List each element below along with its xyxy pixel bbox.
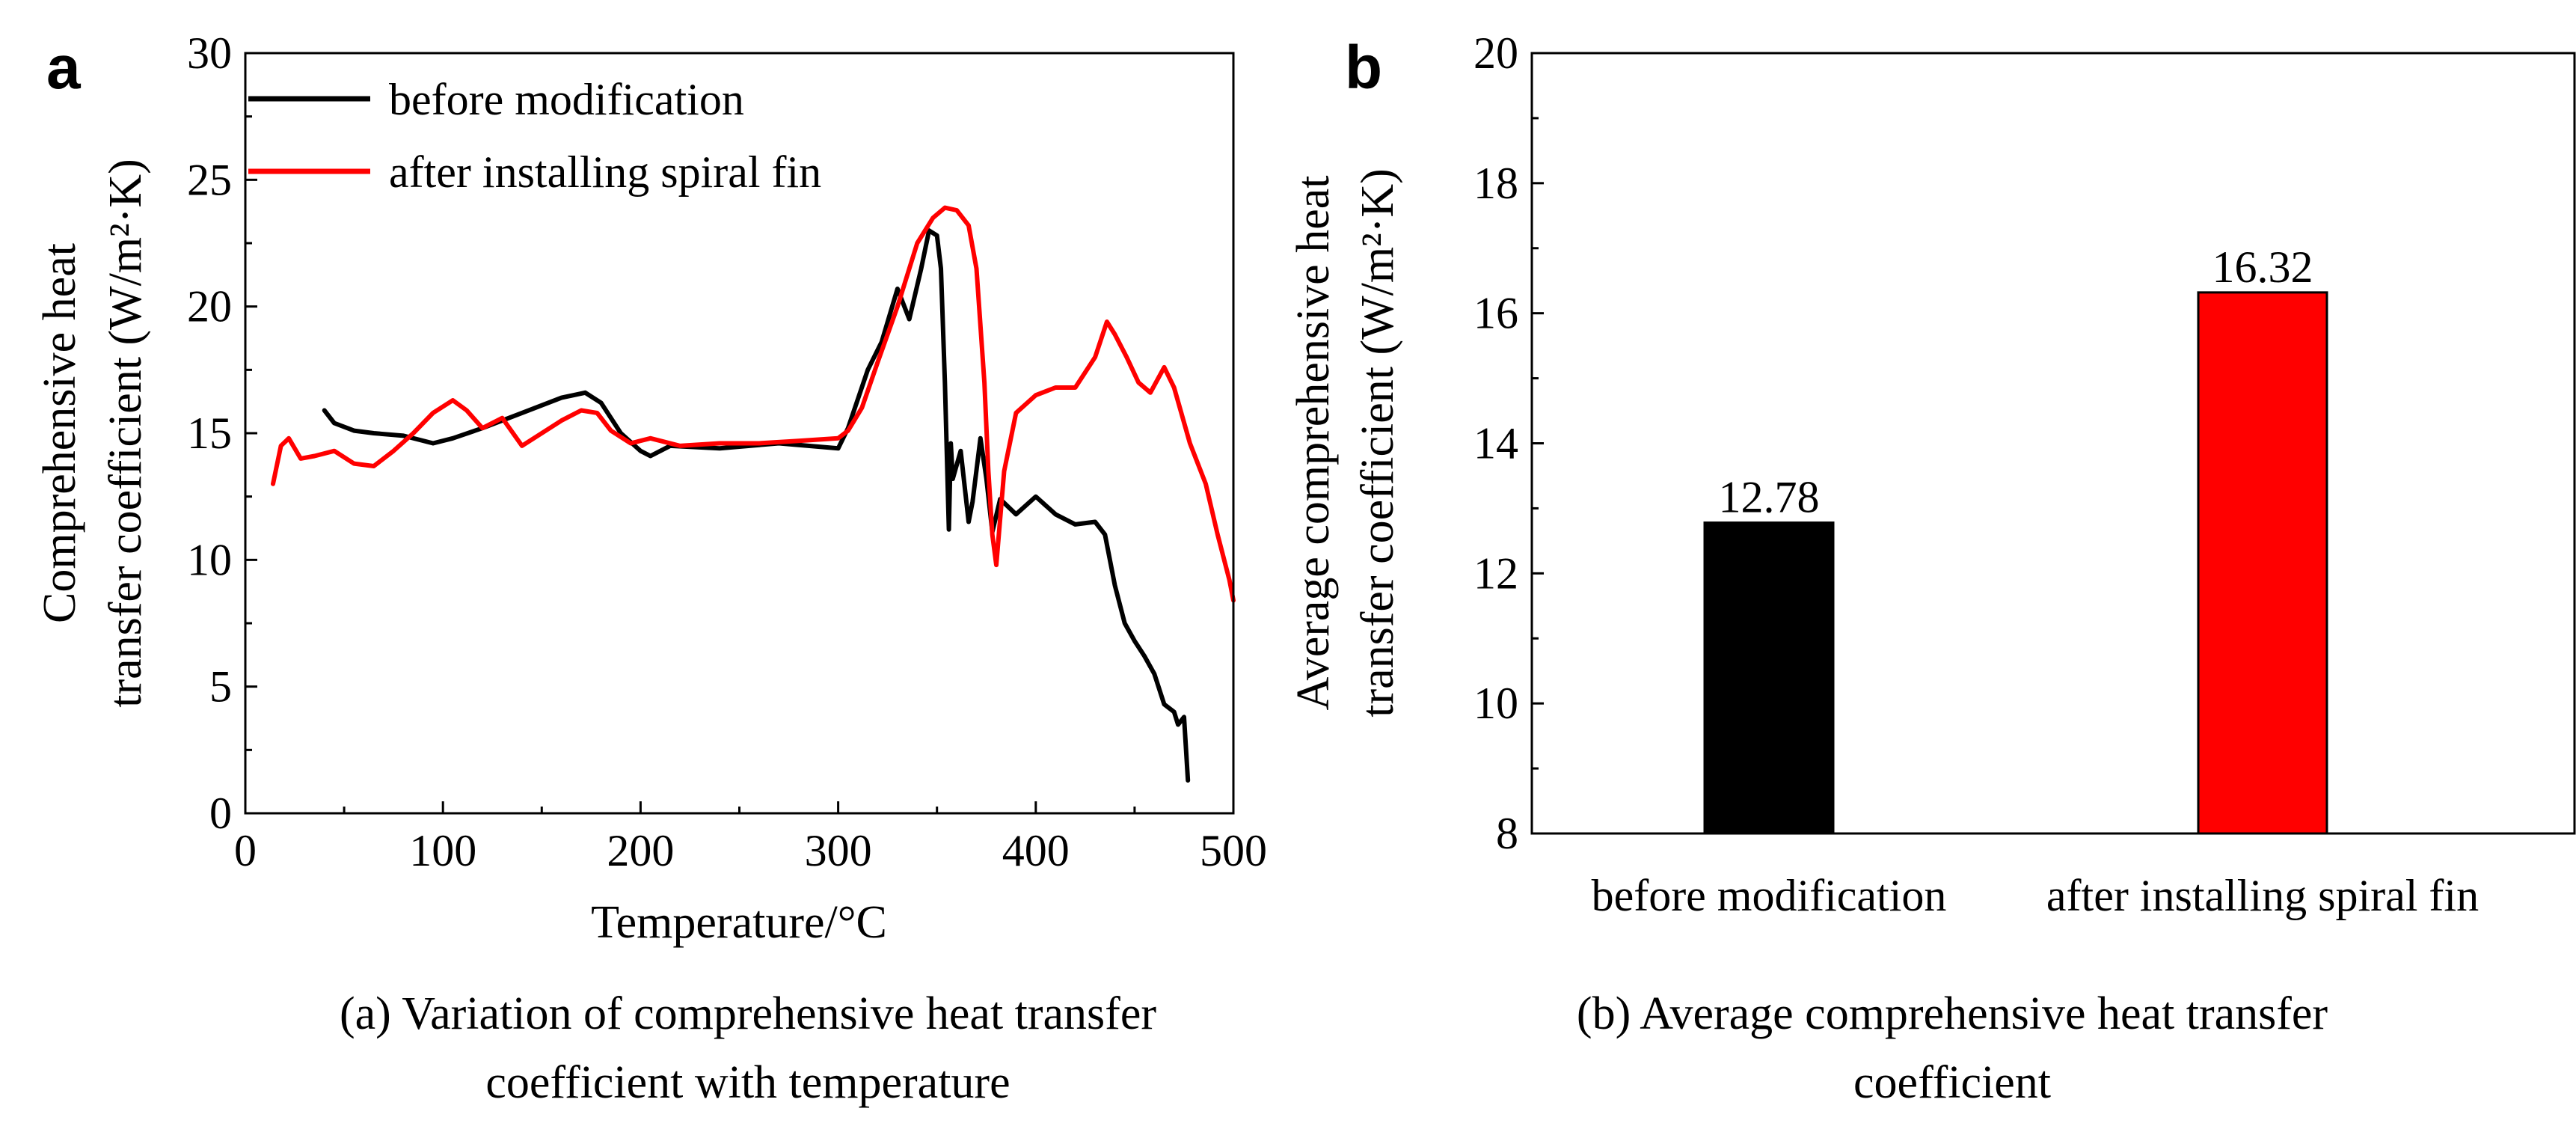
y-tick-label: 10	[1473, 679, 1518, 728]
y-tick-label: 16	[1473, 289, 1518, 338]
x-tick-label: 0	[234, 826, 257, 875]
panel-b-y-ticks: 8 10 12 14 16 18 20	[1473, 28, 1544, 858]
y-tick-label: 5	[209, 662, 232, 712]
panel-a-xlabel: Temperature/°C	[591, 897, 887, 948]
panel-a-ylabel-line1: Comprehensive heat	[34, 243, 85, 623]
y-tick-label: 0	[209, 789, 232, 838]
bar-before-modification	[1703, 521, 1835, 835]
y-tick-label: 20	[1473, 28, 1518, 78]
panel-a-x-ticks: 0 100 200 300 400 500	[234, 801, 1267, 875]
panel-a-letter: a	[46, 34, 82, 102]
x-tick-label: 400	[1002, 826, 1070, 875]
y-tick-label: 10	[187, 535, 232, 584]
panel-a-plot-frame	[244, 52, 1235, 815]
bar-after-spiral-fin	[2197, 291, 2328, 835]
panel-b: b 8 10 12 14 16 18 20 12.78 16.32 Average compr…	[1288, 28, 2576, 1108]
panel-b-caption-line1: (b) Average comprehensive heat transfer	[1577, 988, 2328, 1039]
legend-label-before: before modification	[389, 75, 744, 124]
x-tick-label: 500	[1200, 826, 1267, 875]
panel-b-ylabel-line2: transfer coefficient (W/m²·K)	[1352, 168, 1403, 718]
y-tick-label: 8	[1496, 809, 1518, 858]
panel-a-legend: before modification after installing spi…	[248, 75, 821, 197]
y-tick-label: 18	[1473, 159, 1518, 208]
panel-a-ylabel-line2: transfer coefficient (W/m²·K)	[100, 159, 151, 708]
panel-b-plot-frame	[1530, 52, 2576, 835]
bar-value-label-before: 12.78	[1719, 473, 1820, 522]
y-tick-label: 20	[187, 282, 232, 331]
y-tick-label: 25	[187, 155, 232, 204]
panel-a-y-ticks: 0 5 10 15 20 25 30	[187, 28, 257, 838]
panel-a: a 0 5 10 15 20 25 30 0 100 200 300 400 500 Comprehe…	[34, 28, 1267, 1108]
y-tick-label: 12	[1473, 548, 1518, 598]
x-tick-label: 300	[805, 826, 872, 875]
panel-b-caption-line2: coefficient	[1853, 1057, 2051, 1108]
panel-b-letter: b	[1345, 34, 1382, 102]
panel-b-ylabel-line1: Average comprehensive heat	[1288, 176, 1339, 711]
panel-a-plot: 0 5 10 15 20 25 30 0 100 200 300 400 500	[187, 28, 1267, 875]
panel-a-caption-line1: (a) Variation of comprehensive heat tran…	[340, 988, 1156, 1039]
y-tick-label: 30	[187, 28, 232, 78]
x-tick-label: 200	[607, 826, 674, 875]
panel-b-plot: 8 10 12 14 16 18 20 12.78 16.32	[1473, 28, 2576, 858]
series-line-before-modification	[322, 228, 1191, 783]
series-line-after-spiral-fin	[271, 205, 1236, 603]
panel-a-caption-line2: coefficient with temperature	[485, 1057, 1010, 1108]
bar-value-label-after: 16.32	[2212, 242, 2313, 292]
panel-a-series	[271, 205, 1236, 783]
panel-b-category-label-before: before modification	[1592, 871, 1947, 920]
x-tick-label: 100	[409, 826, 476, 875]
y-tick-label: 15	[187, 409, 232, 458]
legend-label-after: after installing spiral fin	[389, 147, 821, 197]
panel-b-category-label-after: after installing spiral fin	[2046, 871, 2479, 920]
panel-b-bars: 12.78 16.32	[1703, 242, 2328, 835]
y-tick-label: 14	[1473, 419, 1518, 468]
